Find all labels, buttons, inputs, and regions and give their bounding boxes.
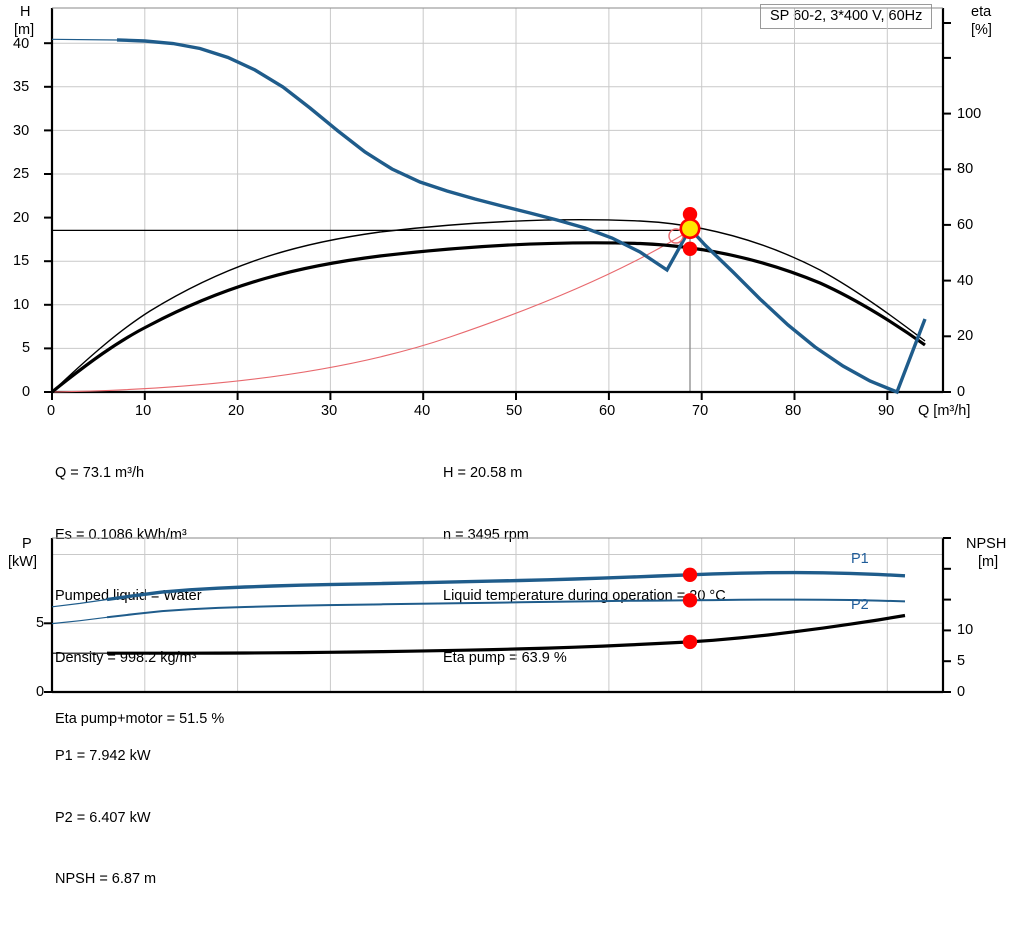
top-xtick-10: 10 xyxy=(135,403,152,419)
bottom-y2-axis-title: NPSH xyxy=(966,536,1007,552)
info-eta-pump: Eta pump = 63.9 % xyxy=(443,649,567,666)
top-xtick-30: 30 xyxy=(321,403,338,419)
head-curve-visible xyxy=(117,40,690,242)
bottom-y2tick-10: 10 xyxy=(957,622,974,638)
head-curve-poly xyxy=(116,38,927,395)
top-y2tick-20: 20 xyxy=(957,328,974,344)
head-eta-chart: H [m] eta [%] SP 60-2, 3*400 V, 60Hz xyxy=(0,0,1024,419)
eta-pump-motor-curve xyxy=(50,241,926,394)
top-y2tick-0: 0 xyxy=(957,384,966,400)
bottom-ytick-5: 5 xyxy=(36,615,45,631)
top-xtick-90: 90 xyxy=(878,403,895,419)
top-xtick-0: 0 xyxy=(47,403,56,419)
p2-series-label: P2 xyxy=(851,597,869,613)
duty-marker-npsh xyxy=(682,634,698,650)
top-y2tick-40: 40 xyxy=(957,273,974,289)
top-y2tick-80: 80 xyxy=(957,161,974,177)
pump-curve-page: H [m] eta [%] SP 60-2, 3*400 V, 60Hz xyxy=(0,0,1024,887)
top-ytick-30: 30 xyxy=(13,123,30,139)
top-y2-axis-unit: [%] xyxy=(971,22,992,38)
top-ytick-20: 20 xyxy=(13,210,30,226)
bottom-y2tick-5: 5 xyxy=(957,653,966,669)
top-x-axis-title: Q [m³/h] xyxy=(918,403,971,419)
duty-marker-p2 xyxy=(682,593,698,608)
top-ytick-25: 25 xyxy=(13,166,30,182)
info-h: H = 20.58 m xyxy=(443,465,523,481)
top-ytick-0: 0 xyxy=(22,384,31,400)
top-y2tick-60: 60 xyxy=(957,217,974,233)
p1-series-label: P1 xyxy=(851,551,869,567)
top-chart-svg xyxy=(44,7,951,400)
info-q: Q = 73.1 m³/h xyxy=(55,465,145,481)
duty-point-marker xyxy=(679,218,701,240)
top-ytick-35: 35 xyxy=(13,79,30,95)
bottom-y2tick-0: 0 xyxy=(957,684,966,700)
p1-curve xyxy=(106,570,906,602)
info-eta-pump-motor: Eta pump+motor = 51.5 % xyxy=(55,711,225,727)
info-p2: P2 = 6.407 kW xyxy=(55,809,151,826)
power-npsh-chart: P [kW] NPSH [m] xyxy=(0,530,1024,710)
bottom-y-axis-title: P xyxy=(22,536,32,552)
duty-marker-eta-pump xyxy=(682,207,698,222)
p2-curve xyxy=(106,598,906,619)
top-y2tick-100: 100 xyxy=(957,106,982,122)
bottom-y2-axis-unit: [m] xyxy=(978,554,999,570)
top-gridlines xyxy=(52,8,943,393)
top-xtick-60: 60 xyxy=(599,403,616,419)
top-ytick-40: 40 xyxy=(13,36,30,52)
info-p1: P1 = 7.942 kW xyxy=(55,748,151,764)
top-xtick-70: 70 xyxy=(692,403,709,419)
top-xtick-20: 20 xyxy=(228,403,245,419)
top-y-axis-title: H xyxy=(20,4,31,20)
top-y2-axis-title: eta xyxy=(971,4,992,20)
info-bottom-column: P1 = 7.942 kW P2 = 6.407 kW NPSH = 6.87 … xyxy=(55,705,156,931)
duty-marker-eta-pump-motor xyxy=(682,241,698,256)
top-xtick-80: 80 xyxy=(785,403,802,419)
head-curve-thin-start xyxy=(51,38,118,41)
bottom-gridlines xyxy=(52,538,943,693)
top-ytick-10: 10 xyxy=(13,297,30,313)
bottom-chart-svg xyxy=(44,537,951,694)
eta-pump-curve xyxy=(52,268,330,392)
top-xtick-40: 40 xyxy=(414,403,431,419)
top-ytick-15: 15 xyxy=(13,253,30,269)
bottom-y-axis-unit: [kW] xyxy=(8,554,37,570)
npsh-curve xyxy=(107,613,906,655)
system-curve xyxy=(51,229,691,393)
info-npsh: NPSH = 6.87 m xyxy=(55,871,157,887)
bottom-ytick-0: 0 xyxy=(36,684,45,700)
duty-marker-p1 xyxy=(682,567,698,582)
p1-curve-thin xyxy=(51,598,108,608)
top-ytick-5: 5 xyxy=(22,340,31,356)
top-y-axis-unit: [m] xyxy=(14,22,35,38)
top-xtick-50: 50 xyxy=(506,403,523,419)
eta-pump-curve-main xyxy=(51,219,926,393)
head-curve-stroke xyxy=(117,40,690,255)
p2-curve-thin xyxy=(51,616,108,625)
head-curve-main xyxy=(117,40,690,251)
info-right-column: H = 20.58 m n = 3495 rpm Liquid temperat… xyxy=(443,422,726,709)
